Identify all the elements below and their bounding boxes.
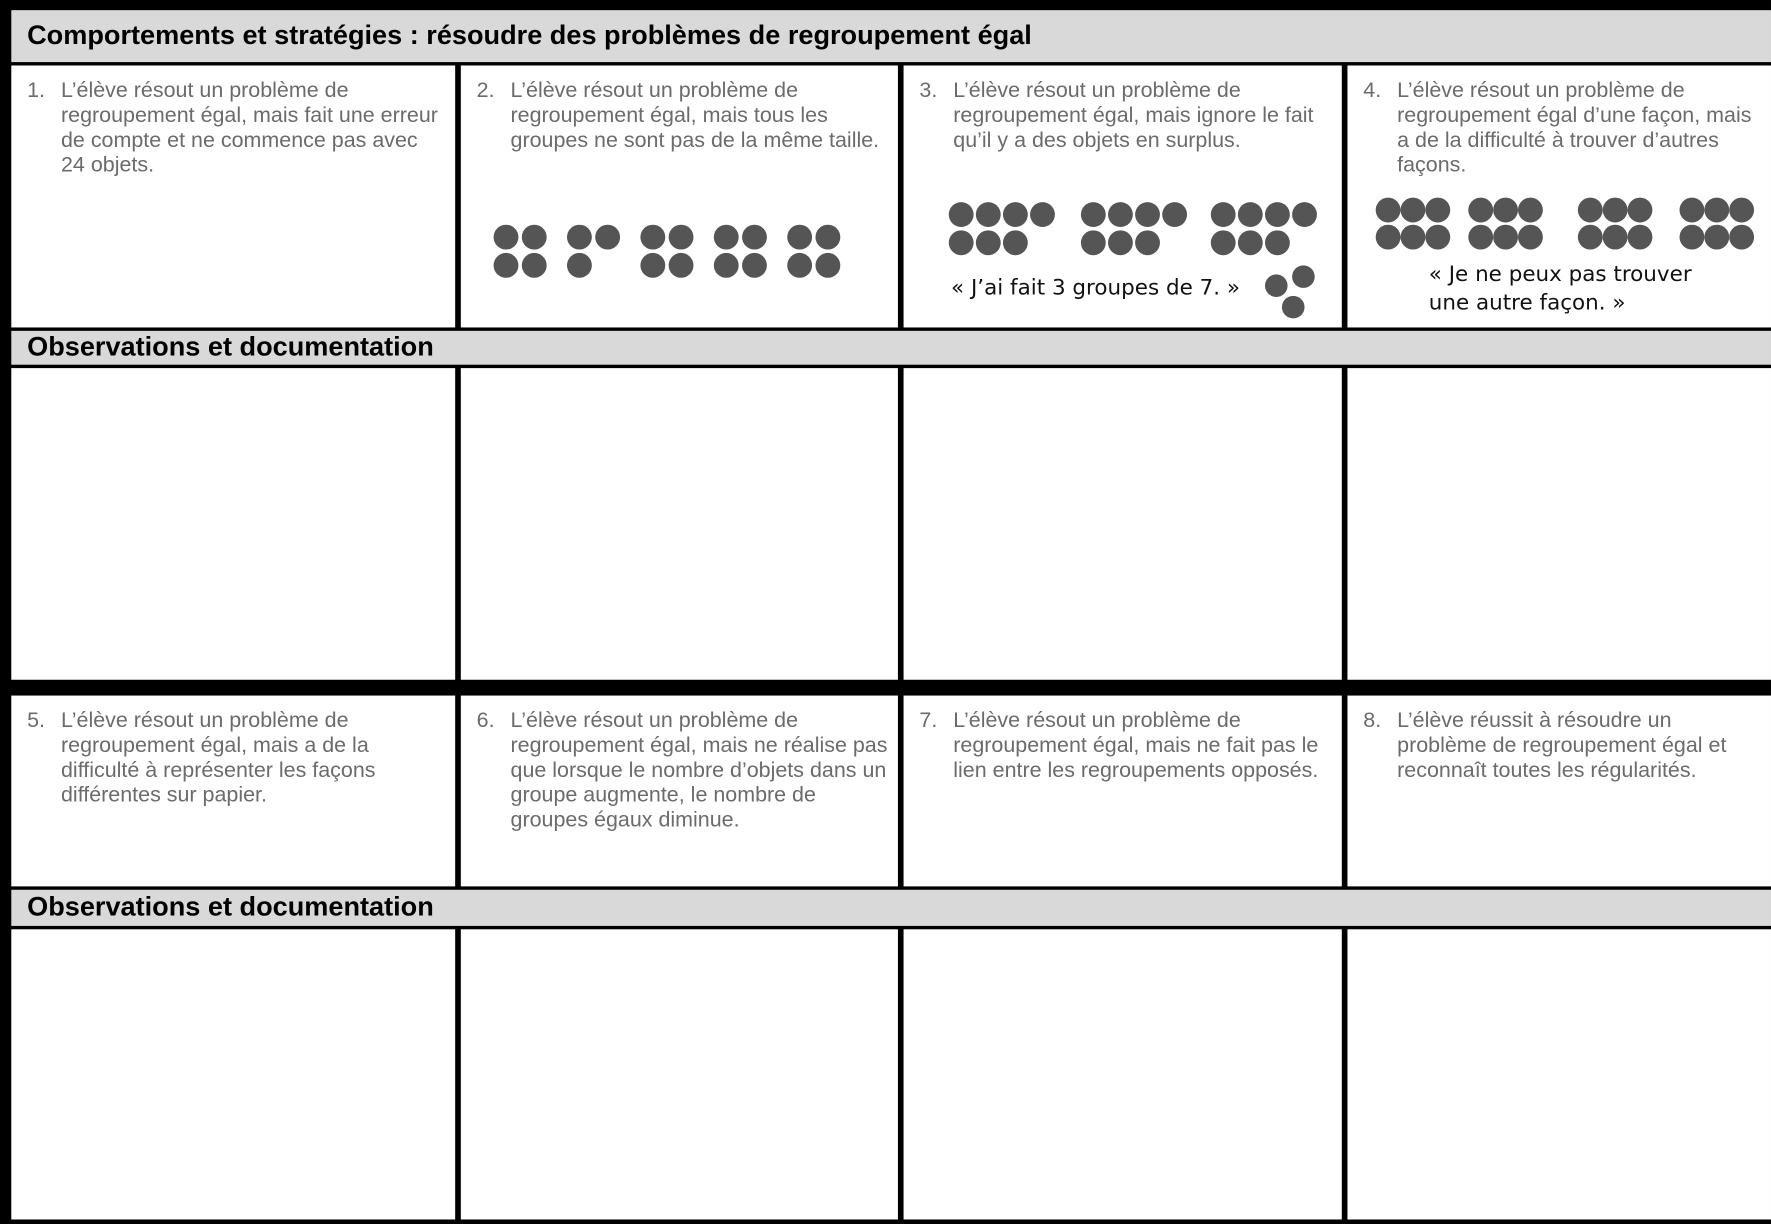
observation-cell xyxy=(1347,368,1771,680)
item-number: 7. xyxy=(919,709,938,733)
item-text: L’élève résout un problème de regroupeme… xyxy=(60,79,438,178)
item-text: L’élève résout un problème de regroupeme… xyxy=(953,79,1314,153)
observation-cell xyxy=(1347,929,1771,1220)
item: 3. L’élève résout un problème de regroupe… xyxy=(919,79,1332,154)
observation-cell xyxy=(460,368,898,680)
observation-cell xyxy=(11,368,456,680)
item: 8. L’élève réussit à résoudre un problème… xyxy=(1363,709,1762,784)
item-text: L’élève résout un problème de regroupeme… xyxy=(510,709,888,833)
item: 6. L’élève résout un problème de regroupe… xyxy=(477,709,889,833)
strategy-cell: 5. L’élève résout un problème de regroupe… xyxy=(11,695,456,887)
item-number: 5. xyxy=(27,709,46,733)
observation-cell xyxy=(460,929,898,1220)
observations-heading: Observations et documentation xyxy=(11,889,1771,926)
observations-heading: Observations et documentation xyxy=(11,330,1771,365)
item: 7. L’élève résout un problème de regroupe… xyxy=(919,709,1332,784)
item-number: 6. xyxy=(476,709,495,733)
strategy-cell: 4. L’élève résout un problème de regroupe… xyxy=(1347,65,1771,328)
item-number: 1. xyxy=(27,79,46,103)
item-text: L’élève résout un problème de regroupeme… xyxy=(510,79,880,153)
observation-cell xyxy=(903,368,1342,680)
observation-cell xyxy=(11,929,456,1220)
item-text: L’élève résout un problème de regroupeme… xyxy=(60,709,376,808)
item: 4. L’élève résout un problème de regroupe… xyxy=(1363,79,1762,178)
item-number: 3. xyxy=(919,79,938,103)
item-number: 2. xyxy=(476,79,495,103)
item-number: 4. xyxy=(1363,79,1382,103)
quote: « J’ai fait 3 groupes de 7. » xyxy=(951,275,1241,301)
observation-cell xyxy=(903,929,1342,1220)
strategy-cell: 8. L’élève réussit à résoudre un problème… xyxy=(1347,695,1771,887)
title: Comportements et stratégies : résoudre d… xyxy=(11,10,1771,63)
item-number: 8. xyxy=(1363,709,1382,733)
strategy-cell: 2. L’élève résout un problème de regroupe… xyxy=(460,65,898,328)
item-text: L’élève réussit à résoudre un problème d… xyxy=(1397,709,1727,783)
strategy-cell: 6. L’élève résout un problème de regroupe… xyxy=(460,695,898,887)
strategy-cell: 1. L’élève résout un problème de regroupe… xyxy=(11,65,456,328)
item: 1. L’élève résout un problème de regroupe… xyxy=(27,79,446,178)
item: 2. L’élève résout un problème de regroupe… xyxy=(477,79,889,154)
quote: « Je ne peux pas trouver une autre façon… xyxy=(1428,261,1692,316)
item: 5. L’élève résout un problème de regroupe… xyxy=(27,709,446,808)
item-text: L’élève résout un problème de regroupeme… xyxy=(953,709,1319,783)
strategy-cell: 3. L’élève résout un problème de regroupe… xyxy=(903,65,1342,328)
strategy-cell: 7. L’élève résout un problème de regroupe… xyxy=(903,695,1342,887)
item-text: L’élève résout un problème de regroupeme… xyxy=(1397,79,1752,178)
